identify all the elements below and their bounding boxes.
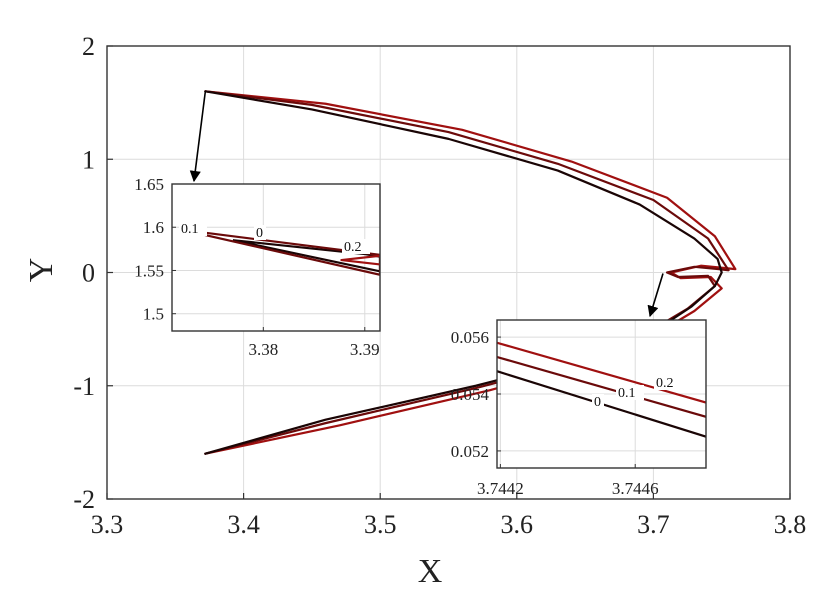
- inset-y-tick-label: 0.052: [451, 442, 489, 461]
- x-axis-title: X: [418, 553, 443, 590]
- curve-label-0: 0: [256, 226, 263, 241]
- inset-x-tick-label: 3.39: [350, 340, 380, 359]
- y-tick-label: 2: [82, 32, 95, 61]
- inset-bottom-right: 3.7442 3.7446 0.052 0.054 0.056 0.2 0.1 0: [451, 319, 707, 498]
- inset-x-tick-label: 3.7442: [477, 479, 524, 498]
- inset-x-tick-label: 3.7446: [612, 479, 659, 498]
- x-tick-label: 3.3: [91, 510, 124, 539]
- zoom-arrow-bottom: [647, 273, 664, 318]
- curve-label-bg: [254, 225, 266, 240]
- curve-label-0: 0: [594, 395, 601, 410]
- curve-label-0.2: 0.2: [656, 376, 674, 391]
- curve-label-0.1: 0.1: [181, 222, 199, 237]
- inset-y-tick-label: 0.054: [451, 385, 490, 404]
- zoom-arrow-top: [189, 91, 207, 183]
- inset-y-tick-label: 1.65: [134, 175, 164, 194]
- main-tick-labels: 3.3 3.4 3.5 3.6 3.7 3.8 -2 -1 0 1 2: [73, 32, 806, 539]
- y-tick-label: 0: [82, 259, 95, 288]
- x-tick-label: 3.8: [774, 510, 807, 539]
- y-tick-label: -2: [73, 485, 95, 514]
- x-tick-label: 3.7: [637, 510, 670, 539]
- zoom-arrows: [189, 91, 664, 318]
- curve-label-bg: [616, 385, 644, 400]
- inset-y-tick-label: 1.6: [143, 218, 164, 237]
- inset-series-line-0.2: [497, 341, 706, 404]
- y-tick-label: 1: [82, 145, 95, 174]
- inset-background: [172, 184, 380, 331]
- x-tick-label: 3.5: [364, 510, 397, 539]
- inset-top-left: 3.38 3.39 1.5 1.55 1.6 1.65 0.1 0 0.2: [134, 175, 381, 359]
- inset-y-tick-label: 1.55: [134, 261, 164, 280]
- curve-label-bg: [179, 221, 207, 236]
- inset-x-tick-label: 3.38: [248, 340, 278, 359]
- inset-series-line-0.2: [340, 254, 380, 266]
- inset-series: [181, 228, 380, 276]
- curve-label-0.2: 0.2: [344, 240, 362, 255]
- y-axis-title: Y: [23, 258, 60, 283]
- y-tick-label: -1: [73, 372, 95, 401]
- inset-frame: [496, 319, 707, 469]
- inset-y-tick-label: 0.056: [451, 328, 489, 347]
- inset-series-line-0: [232, 239, 380, 273]
- x-tick-label: 3.4: [227, 510, 260, 539]
- inset-frame: [171, 183, 381, 332]
- curve-label-bg: [654, 375, 682, 390]
- inset-y-tick-label: 1.5: [143, 305, 164, 324]
- x-tick-label: 3.6: [501, 510, 534, 539]
- inset-series-line-0.1: [497, 355, 706, 418]
- inset-series-line-0.1: [181, 228, 380, 276]
- curve-label-bg: [342, 239, 370, 254]
- curve-label-bg: [592, 394, 604, 409]
- curve-label-0.1: 0.1: [618, 386, 636, 401]
